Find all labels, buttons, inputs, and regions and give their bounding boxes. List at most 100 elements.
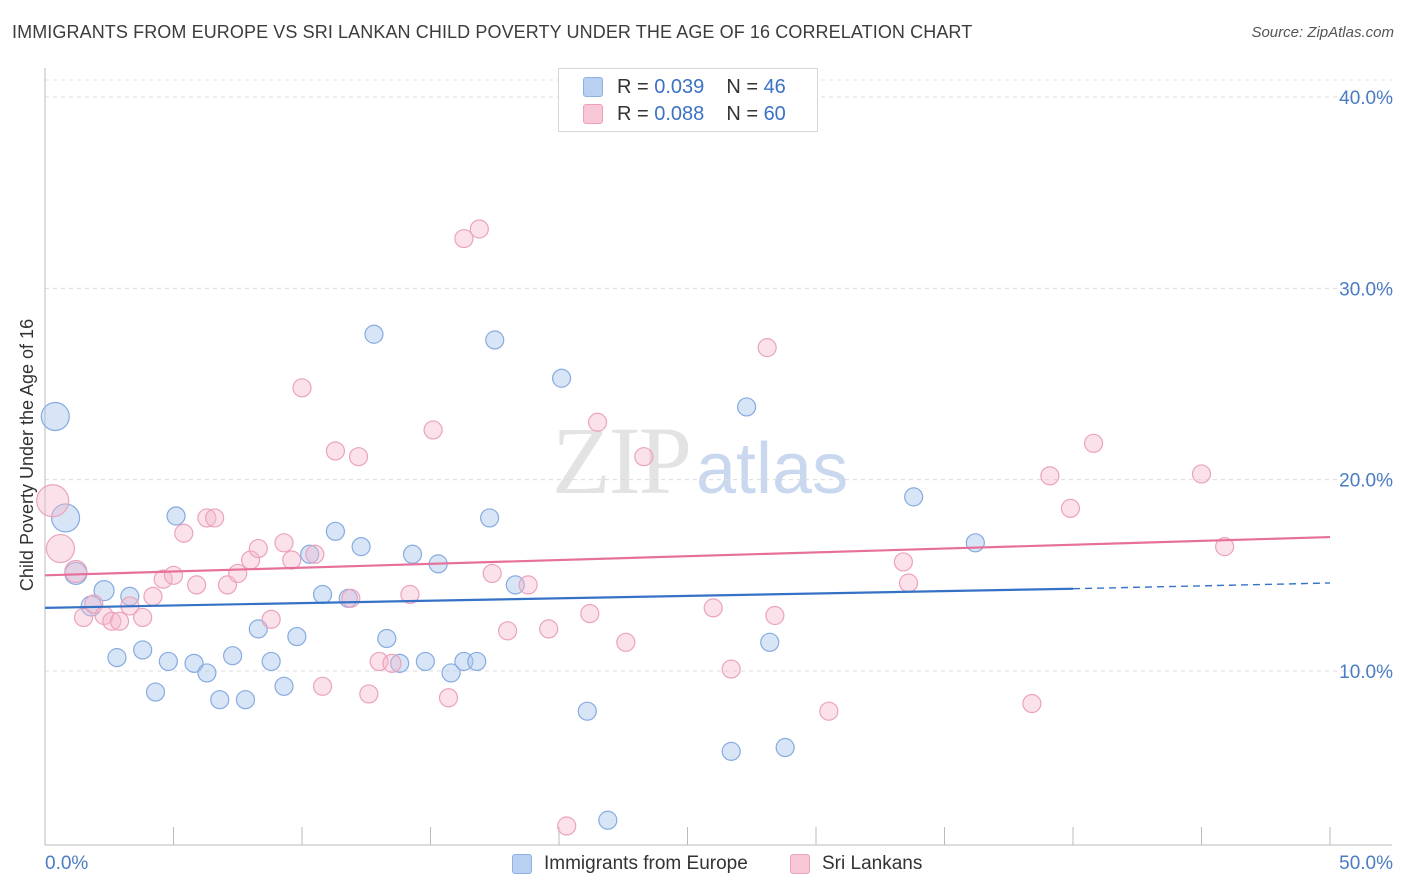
trendline-srilankan <box>44 535 1331 577</box>
point-europe-7 <box>133 640 153 660</box>
point-europe-34 <box>480 508 500 528</box>
point-srilankan-11 <box>153 569 173 589</box>
point-srilankan-28 <box>341 588 361 608</box>
point-europe-21 <box>312 584 333 605</box>
point-srilankan-15 <box>197 508 217 528</box>
point-europe-20 <box>300 544 320 564</box>
point-srilankan-54 <box>1022 693 1042 714</box>
point-srilankan-33 <box>400 584 420 605</box>
point-srilankan-2 <box>64 559 88 584</box>
y-tick-label-10: 10.0% <box>1339 662 1393 683</box>
point-srilankan-45 <box>616 632 636 652</box>
point-europe-40 <box>721 741 741 761</box>
bottom-legend-europe: Immigrants from Europe <box>512 852 748 876</box>
legend-n-value-europe: 46 <box>763 75 786 98</box>
legend-swatch-europe <box>583 77 603 97</box>
legend-n-label-europe: N = <box>726 75 764 98</box>
point-europe-22 <box>325 521 346 541</box>
point-europe-42 <box>775 737 795 758</box>
legend-r-value-srilankan: 0.088 <box>654 102 705 125</box>
point-srilankan-34 <box>423 420 443 440</box>
point-europe-25 <box>364 324 384 344</box>
point-srilankan-49 <box>757 338 777 358</box>
bottom-legend-swatch-europe <box>512 854 532 874</box>
point-srilankan-35 <box>438 688 459 708</box>
point-srilankan-20 <box>248 538 268 559</box>
point-europe-0 <box>40 401 70 432</box>
point-srilankan-25 <box>305 544 325 564</box>
point-srilankan-40 <box>518 575 538 595</box>
point-srilankan-59 <box>1215 537 1235 557</box>
point-europe-4 <box>93 580 115 602</box>
bottom-legend-label-srilankan: Sri Lankans <box>822 853 923 874</box>
point-srilankan-36 <box>454 228 474 249</box>
legend-n-label-srilankan: N = <box>726 102 764 125</box>
point-srilankan-16 <box>205 508 225 528</box>
point-europe-24 <box>351 537 371 557</box>
watermark: ZIPatlas <box>552 405 848 516</box>
point-europe-18 <box>274 676 294 696</box>
point-europe-39 <box>598 810 618 830</box>
y-tick-label-30: 30.0% <box>1339 279 1393 300</box>
point-europe-45 <box>965 533 985 553</box>
legend-swatch-srilankan <box>583 104 603 124</box>
watermark-zip: ZIP <box>552 407 692 514</box>
point-srilankan-42 <box>557 816 577 836</box>
y-axis-title: Child Poverty Under the Age of 16 <box>17 319 37 591</box>
point-europe-9 <box>158 651 178 672</box>
point-srilankan-24 <box>292 378 312 398</box>
point-europe-14 <box>223 646 243 666</box>
y-tick-label-40: 40.0% <box>1339 88 1393 109</box>
point-srilankan-1 <box>45 533 76 564</box>
point-srilankan-13 <box>174 523 194 543</box>
point-srilankan-7 <box>109 611 130 631</box>
trendline-europe-extension <box>1072 582 1331 590</box>
point-srilankan-0 <box>36 484 70 518</box>
point-srilankan-39 <box>498 621 518 641</box>
point-europe-10 <box>166 506 186 526</box>
legend-row-europe: R = 0.039 N = 46 <box>583 74 786 100</box>
point-europe-26 <box>377 628 397 649</box>
point-europe-13 <box>210 690 230 710</box>
point-srilankan-6 <box>102 611 122 631</box>
legend-n-value-srilankan: 60 <box>763 102 786 125</box>
point-srilankan-18 <box>228 563 248 584</box>
point-srilankan-22 <box>274 533 294 553</box>
point-europe-44 <box>904 487 924 507</box>
point-srilankan-50 <box>765 605 785 626</box>
source-credit: Source: ZipAtlas.com <box>1251 24 1394 41</box>
point-srilankan-55 <box>1040 466 1060 486</box>
point-srilankan-41 <box>539 619 559 639</box>
x-tick-label-min: 0.0% <box>45 853 88 874</box>
point-srilankan-29 <box>348 447 369 467</box>
point-srilankan-14 <box>187 575 207 595</box>
point-srilankan-10 <box>143 586 163 606</box>
point-srilankan-57 <box>1083 433 1104 453</box>
point-srilankan-30 <box>359 684 379 704</box>
point-europe-17 <box>261 651 281 672</box>
trendline-europe <box>44 587 1074 609</box>
point-srilankan-37 <box>469 219 489 239</box>
point-srilankan-43 <box>580 603 600 624</box>
point-srilankan-46 <box>634 447 654 467</box>
point-srilankan-3 <box>73 607 94 628</box>
point-europe-41 <box>737 397 757 417</box>
point-europe-15 <box>235 690 256 710</box>
point-srilankan-58 <box>1191 464 1212 484</box>
point-europe-5 <box>107 648 127 668</box>
point-europe-28 <box>402 544 423 564</box>
point-srilankan-47 <box>703 598 723 618</box>
point-europe-31 <box>441 663 461 683</box>
correlation-legend: R = 0.039 N = 46 R = 0.088 N = 60 <box>558 68 818 132</box>
point-srilankan-44 <box>587 412 608 432</box>
point-srilankan-21 <box>261 609 281 629</box>
x-tick-label-max: 50.0% <box>1339 853 1393 874</box>
point-srilankan-48 <box>721 659 741 679</box>
point-europe-35 <box>485 330 505 350</box>
point-europe-11 <box>184 653 204 673</box>
point-europe-38 <box>577 701 597 721</box>
legend-r-label-europe: R = <box>617 75 655 98</box>
point-europe-43 <box>760 632 780 652</box>
point-srilankan-38 <box>482 563 502 584</box>
